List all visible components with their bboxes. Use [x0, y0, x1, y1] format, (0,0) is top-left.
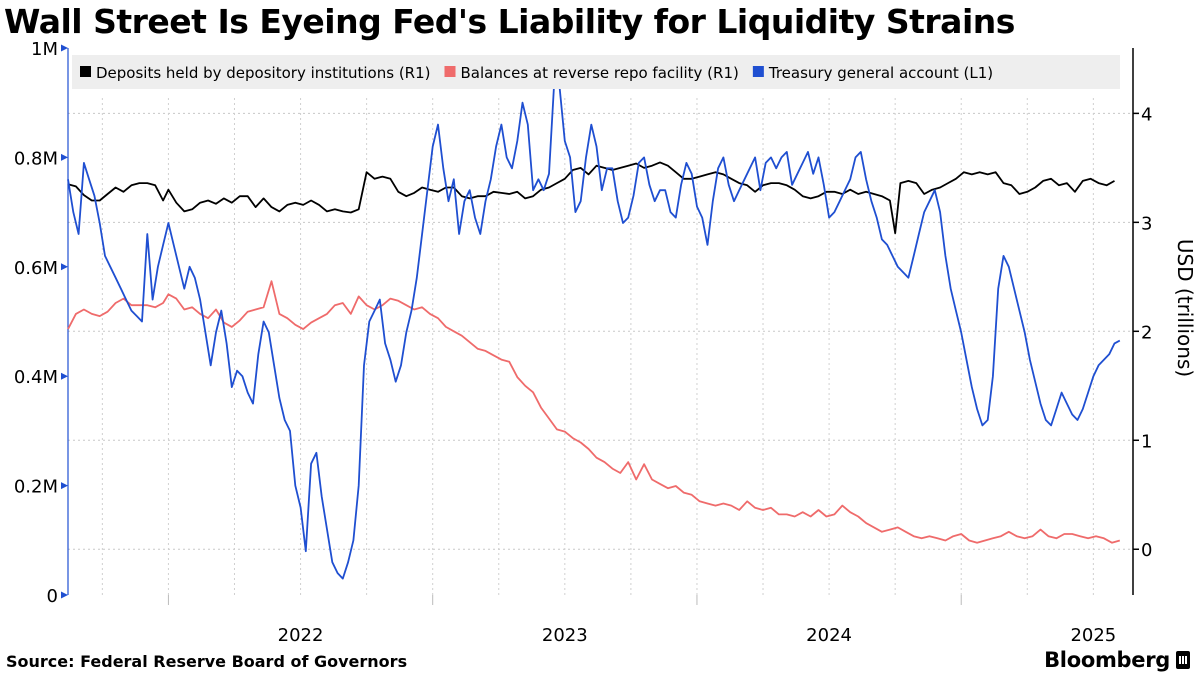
legend: Deposits held by depository institutions…	[72, 55, 1120, 89]
right-tick-label: 1	[1141, 431, 1152, 452]
series-layer	[67, 79, 1121, 580]
x-tick-label: 2022	[278, 625, 324, 646]
legend-entry: Deposits held by depository institutions…	[96, 64, 431, 82]
left-tick-marker	[61, 591, 68, 599]
right-tick-label: 2	[1141, 322, 1152, 343]
bloomberg-logo: Bloomberg	[1044, 648, 1190, 672]
left-tick-label: 0.2M	[14, 477, 58, 498]
left-tick-label: 1M	[31, 39, 58, 60]
left-tick-marker	[61, 44, 68, 52]
left-tick-label: 0	[47, 586, 58, 607]
legend-background	[72, 55, 1120, 89]
legend-swatch	[80, 66, 91, 77]
legend-entry: Treasury general account (L1)	[768, 64, 993, 82]
source-note: Source: Federal Reserve Board of Governo…	[6, 652, 408, 671]
right-tick-label: 4	[1141, 104, 1152, 125]
right-tick-label: 3	[1141, 213, 1152, 234]
series-line	[67, 79, 1121, 580]
legend-entry: Balances at reverse repo facility (R1)	[461, 64, 739, 82]
brand-name: Bloomberg	[1044, 648, 1170, 672]
series-line	[67, 280, 1121, 544]
left-tick-marker	[61, 153, 68, 161]
chart-title: Wall Street Is Eyeing Fed's Liability fo…	[4, 2, 1015, 41]
left-tick-marker	[61, 372, 68, 380]
x-tick-label: 2025	[1070, 625, 1116, 646]
left-tick-marker	[61, 263, 68, 271]
legend-swatch	[444, 66, 456, 77]
axes: 0 0.2M 0.4M 0.6M 0.8M 1M 0 1 2 3 4 USD (trillions) 2…	[14, 39, 1197, 646]
legend-swatch	[752, 66, 764, 77]
left-tick-label: 0.4M	[14, 367, 58, 388]
left-tick-marker	[61, 482, 68, 490]
right-axis-title: USD (trillions)	[1173, 239, 1197, 377]
x-tick-label: 2023	[542, 625, 588, 646]
x-tick-label: 2024	[806, 625, 852, 646]
left-tick-label: 0.8M	[14, 148, 58, 169]
series-line	[67, 161, 1115, 235]
left-tick-label: 0.6M	[14, 258, 58, 279]
bloomberg-terminal-icon	[1176, 651, 1190, 669]
right-tick-label: 0	[1141, 540, 1152, 561]
